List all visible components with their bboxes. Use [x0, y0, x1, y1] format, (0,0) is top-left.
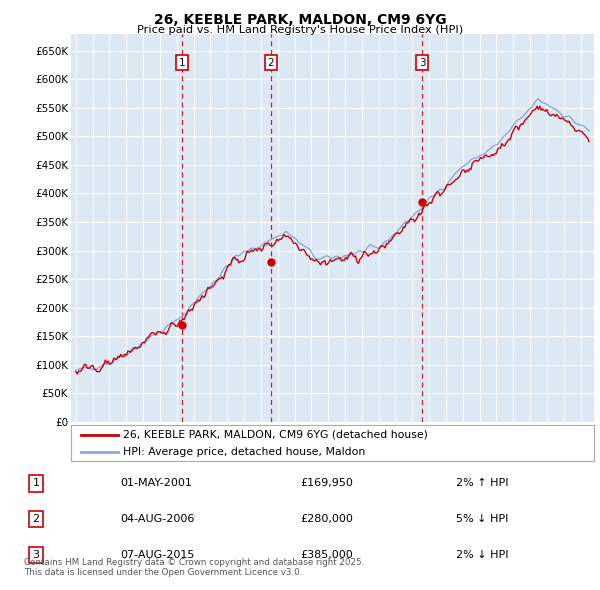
- Text: 2: 2: [268, 58, 274, 68]
- Text: Price paid vs. HM Land Registry's House Price Index (HPI): Price paid vs. HM Land Registry's House …: [137, 25, 463, 35]
- Text: 26, KEEBLE PARK, MALDON, CM9 6YG: 26, KEEBLE PARK, MALDON, CM9 6YG: [154, 13, 446, 27]
- Text: 2: 2: [32, 514, 40, 524]
- Text: £280,000: £280,000: [300, 514, 353, 524]
- Text: HPI: Average price, detached house, Maldon: HPI: Average price, detached house, Mald…: [123, 447, 365, 457]
- Text: 1: 1: [179, 58, 185, 68]
- Text: 26, KEEBLE PARK, MALDON, CM9 6YG (detached house): 26, KEEBLE PARK, MALDON, CM9 6YG (detach…: [123, 430, 428, 440]
- Text: 5% ↓ HPI: 5% ↓ HPI: [456, 514, 508, 524]
- Text: 2% ↓ HPI: 2% ↓ HPI: [456, 550, 509, 560]
- Text: 1: 1: [32, 478, 40, 488]
- Text: 01-MAY-2001: 01-MAY-2001: [120, 478, 192, 488]
- Text: 3: 3: [419, 58, 425, 68]
- Text: 04-AUG-2006: 04-AUG-2006: [120, 514, 194, 524]
- Text: 2% ↑ HPI: 2% ↑ HPI: [456, 478, 509, 488]
- Text: 3: 3: [32, 550, 40, 560]
- Text: 07-AUG-2015: 07-AUG-2015: [120, 550, 194, 560]
- Text: £169,950: £169,950: [300, 478, 353, 488]
- Text: £385,000: £385,000: [300, 550, 353, 560]
- Text: Contains HM Land Registry data © Crown copyright and database right 2025.
This d: Contains HM Land Registry data © Crown c…: [24, 558, 364, 577]
